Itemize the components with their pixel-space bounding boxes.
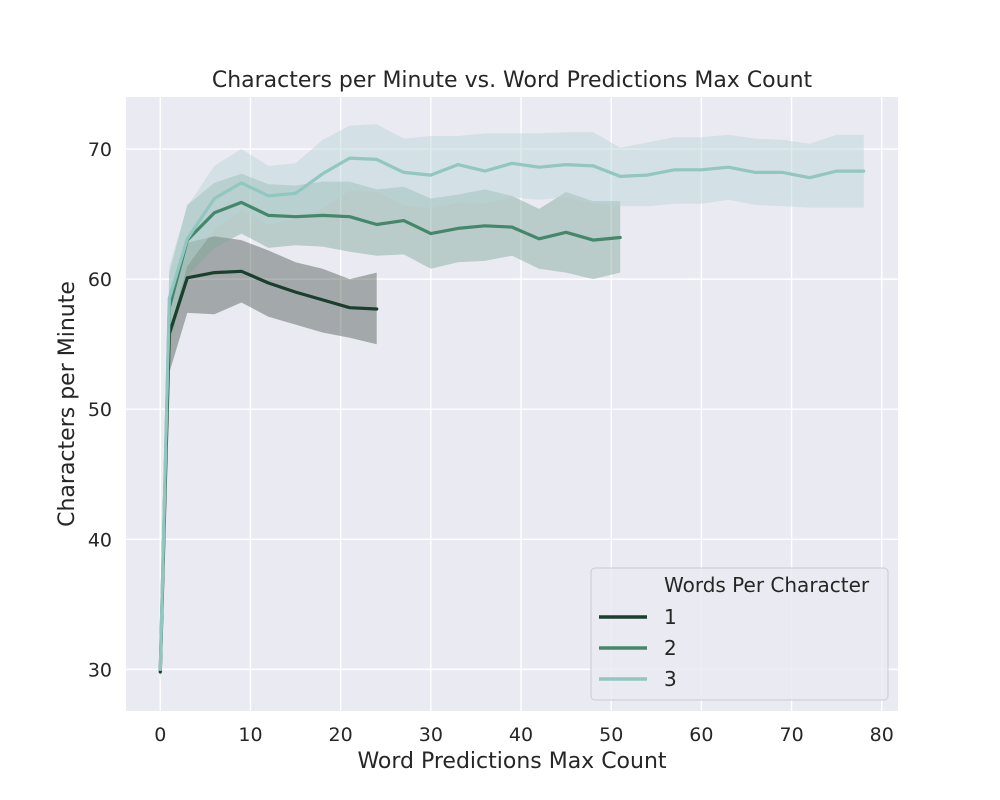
y-axis-label: Characters per Minute [55, 281, 80, 527]
confidence-band-series-1 [160, 236, 377, 683]
y-tick-label: 50 [88, 399, 112, 421]
confidence-band-series-3 [160, 124, 864, 676]
x-tick-label: 80 [870, 724, 894, 746]
x-tick-label: 0 [154, 724, 166, 746]
x-axis-label: Word Predictions Max Count [357, 749, 666, 774]
series-line-1 [158, 269, 379, 674]
legend-entries: 1 2 3 [599, 605, 677, 691]
y-tick-label: 30 [88, 659, 112, 681]
x-tick-label: 60 [689, 724, 713, 746]
legend-box [590, 567, 889, 701]
legend-title: Words Per Character [664, 573, 870, 597]
chart-title: Characters per Minute vs. Word Predictio… [212, 68, 813, 93]
y-tick-label: 70 [88, 139, 112, 161]
series-line-3 [158, 156, 866, 671]
series-line-2 [158, 200, 622, 671]
legend-label-2: 2 [664, 636, 677, 660]
confidence-bands [160, 124, 864, 683]
x-tick-label: 20 [329, 724, 353, 746]
x-tick-label: 10 [238, 724, 262, 746]
legend-label-1: 1 [664, 605, 677, 629]
x-tick-label: 50 [599, 724, 623, 746]
y-tick-label: 40 [88, 529, 112, 551]
tick-labels: 0 10 20 30 40 50 60 70 80 30 40 50 60 70 [88, 139, 894, 746]
series-lines [158, 156, 866, 674]
legend: Words Per Character 1 2 3 [590, 567, 889, 701]
legend-label-3: 3 [664, 667, 677, 691]
y-tick-label: 60 [88, 269, 112, 291]
x-tick-label: 70 [779, 724, 803, 746]
x-tick-label: 40 [509, 724, 533, 746]
confidence-band-series-2 [160, 173, 621, 676]
x-tick-label: 30 [419, 724, 443, 746]
